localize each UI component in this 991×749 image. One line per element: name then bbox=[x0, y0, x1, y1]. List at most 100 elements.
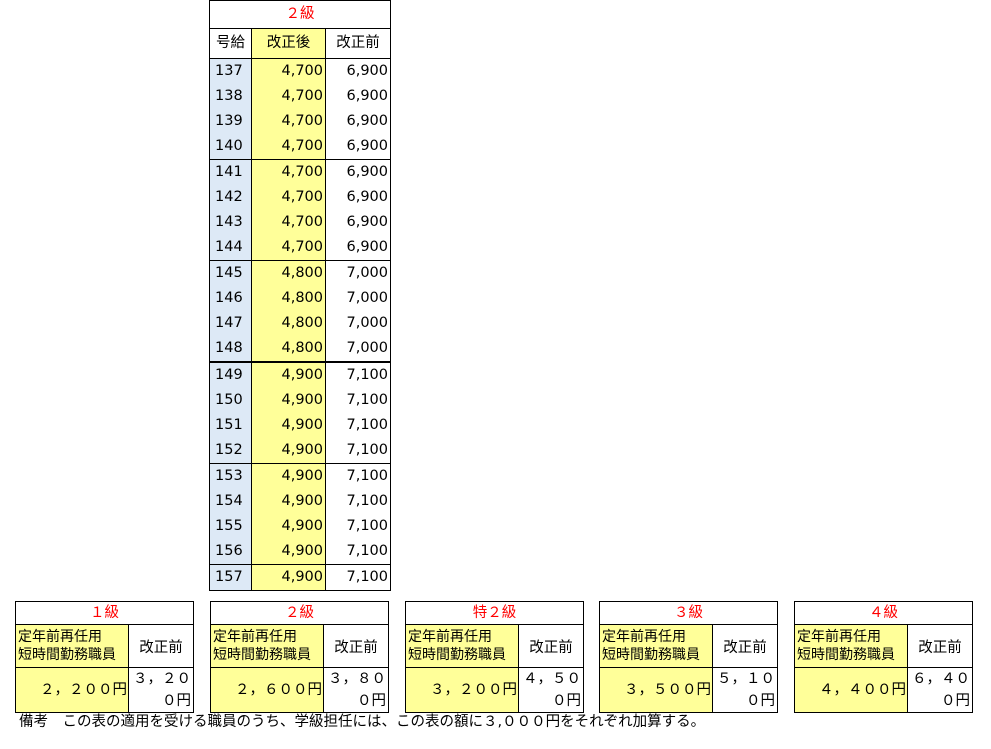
row-no: 144 bbox=[209, 235, 252, 261]
grade-box: ３級 定年前再任用 短時間勤務職員 改正前 ３，５００円 ５，１００円 bbox=[599, 601, 778, 713]
table-row: 140 4,700 6,900 bbox=[209, 134, 391, 160]
table-row: 154 4,900 7,100 bbox=[209, 489, 391, 514]
grade-title: ３級 bbox=[599, 601, 778, 625]
grade-prev-value: ６，４００円 bbox=[907, 667, 973, 713]
table-row: 149 4,900 7,100 bbox=[209, 361, 391, 388]
table-title: ２級 bbox=[209, 0, 391, 29]
grade-label-line1: 定年前再任用 bbox=[213, 629, 297, 645]
grade-prev-value: ５，１００円 bbox=[712, 667, 778, 713]
grade-label-line2: 短時間勤務職員 bbox=[408, 647, 506, 663]
table-row: 145 4,800 7,000 bbox=[209, 260, 391, 286]
row-no: 139 bbox=[209, 109, 252, 134]
header-no: 号給 bbox=[209, 28, 252, 59]
row-after: 4,900 bbox=[251, 564, 326, 591]
row-no: 145 bbox=[209, 260, 252, 286]
row-after: 4,700 bbox=[251, 235, 326, 261]
grade-value: ４，４００円 bbox=[794, 667, 908, 713]
row-after: 4,700 bbox=[251, 185, 326, 210]
row-after: 4,900 bbox=[251, 438, 326, 464]
grade-label-line1: 定年前再任用 bbox=[408, 629, 492, 645]
grade-label-line2: 短時間勤務職員 bbox=[797, 647, 895, 663]
row-before: 7,100 bbox=[325, 463, 391, 489]
grade-label-line1: 定年前再任用 bbox=[602, 629, 686, 645]
row-after: 4,900 bbox=[251, 388, 326, 413]
table-row: 155 4,900 7,100 bbox=[209, 514, 391, 539]
row-no: 140 bbox=[209, 134, 252, 160]
table-row: 139 4,700 6,900 bbox=[209, 109, 391, 134]
header-after: 改正後 bbox=[251, 28, 326, 59]
row-before: 7,000 bbox=[325, 260, 391, 286]
row-no: 148 bbox=[209, 336, 252, 362]
grade-prev-value: ３，２００円 bbox=[128, 667, 194, 713]
row-no: 146 bbox=[209, 286, 252, 311]
table-row: 146 4,800 7,000 bbox=[209, 286, 391, 311]
row-before: 7,000 bbox=[325, 311, 391, 336]
grade-prev-header: 改正前 bbox=[712, 624, 778, 668]
row-no: 149 bbox=[209, 361, 252, 388]
row-before: 6,900 bbox=[325, 235, 391, 261]
row-after: 4,900 bbox=[251, 514, 326, 539]
grade-prev-header: 改正前 bbox=[518, 624, 584, 668]
row-before: 7,100 bbox=[325, 438, 391, 464]
row-after: 4,800 bbox=[251, 286, 326, 311]
row-before: 6,900 bbox=[325, 134, 391, 160]
salary-table-grade2: ２級 号給 改正後 改正前 137 4,700 6,900 138 4,700 6,900… bbox=[209, 0, 391, 591]
table-row: 142 4,700 6,900 bbox=[209, 185, 391, 210]
table-row: 144 4,700 6,900 bbox=[209, 235, 391, 261]
row-after: 4,700 bbox=[251, 210, 326, 235]
table-row: 156 4,900 7,100 bbox=[209, 539, 391, 565]
grade-value: ３，２００円 bbox=[405, 667, 519, 713]
row-no: 155 bbox=[209, 514, 252, 539]
table-row: 138 4,700 6,900 bbox=[209, 84, 391, 109]
row-before: 6,900 bbox=[325, 109, 391, 134]
row-before: 7,100 bbox=[325, 539, 391, 565]
row-before: 6,900 bbox=[325, 84, 391, 109]
row-no: 142 bbox=[209, 185, 252, 210]
grade-box: ２級 定年前再任用 短時間勤務職員 改正前 ２，６００円 ３，８００円 bbox=[210, 601, 389, 713]
row-before: 6,900 bbox=[325, 210, 391, 235]
grade-prev-header: 改正前 bbox=[907, 624, 973, 668]
grade-label: 定年前再任用 短時間勤務職員 bbox=[210, 624, 324, 668]
table-row: 153 4,900 7,100 bbox=[209, 463, 391, 489]
table-body: 137 4,700 6,900 138 4,700 6,900 139 4,700 6,900 1… bbox=[209, 58, 391, 591]
row-after: 4,800 bbox=[251, 260, 326, 286]
table-row: 150 4,900 7,100 bbox=[209, 388, 391, 413]
grade-box: ４級 定年前再任用 短時間勤務職員 改正前 ４，４００円 ６，４００円 bbox=[794, 601, 973, 713]
row-no: 151 bbox=[209, 413, 252, 438]
grade-box: １級 定年前再任用 短時間勤務職員 改正前 ２，２００円 ３，２００円 bbox=[15, 601, 194, 713]
table-row: 141 4,700 6,900 bbox=[209, 159, 391, 185]
row-after: 4,700 bbox=[251, 134, 326, 160]
row-after: 4,700 bbox=[251, 84, 326, 109]
row-before: 7,100 bbox=[325, 514, 391, 539]
grade-value: ２，２００円 bbox=[15, 667, 129, 713]
row-no: 157 bbox=[209, 564, 252, 591]
grade-label: 定年前再任用 短時間勤務職員 bbox=[794, 624, 908, 668]
row-after: 4,700 bbox=[251, 159, 326, 185]
row-after: 4,800 bbox=[251, 311, 326, 336]
row-no: 147 bbox=[209, 311, 252, 336]
row-before: 7,100 bbox=[325, 489, 391, 514]
grade-prev-header: 改正前 bbox=[323, 624, 389, 668]
grade-box: 特２級 定年前再任用 短時間勤務職員 改正前 ３，２００円 ４，５００円 bbox=[405, 601, 584, 713]
row-no: 153 bbox=[209, 463, 252, 489]
header-before: 改正前 bbox=[325, 28, 391, 59]
grade-label-line1: 定年前再任用 bbox=[797, 629, 881, 645]
row-before: 7,100 bbox=[325, 564, 391, 591]
row-after: 4,900 bbox=[251, 361, 326, 388]
row-before: 7,100 bbox=[325, 388, 391, 413]
grade-prev-header: 改正前 bbox=[128, 624, 194, 668]
grade-title: ２級 bbox=[210, 601, 389, 625]
row-no: 138 bbox=[209, 84, 252, 109]
row-after: 4,800 bbox=[251, 336, 326, 362]
table-row: 157 4,900 7,100 bbox=[209, 564, 391, 591]
row-no: 150 bbox=[209, 388, 252, 413]
row-no: 137 bbox=[209, 58, 252, 84]
row-no: 154 bbox=[209, 489, 252, 514]
row-after: 4,900 bbox=[251, 489, 326, 514]
row-after: 4,900 bbox=[251, 463, 326, 489]
grade-label-line2: 短時間勤務職員 bbox=[602, 647, 700, 663]
row-no: 156 bbox=[209, 539, 252, 565]
grade-title: 特２級 bbox=[405, 601, 584, 625]
footnote: 備考 この表の適用を受ける職員のうち、学級担任には、この表の額に３,０００円をそ… bbox=[19, 714, 706, 730]
table-row: 143 4,700 6,900 bbox=[209, 210, 391, 235]
